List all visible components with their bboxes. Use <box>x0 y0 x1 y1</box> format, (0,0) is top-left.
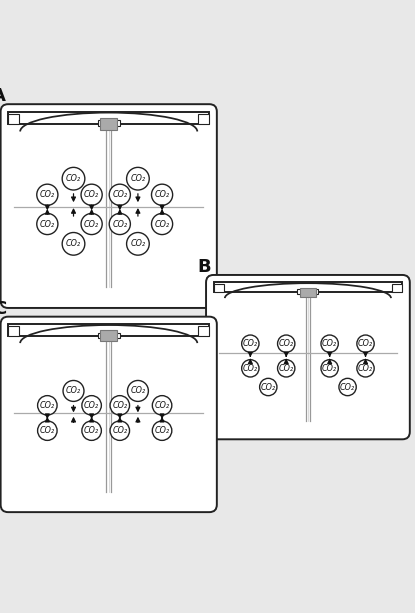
Circle shape <box>38 421 57 440</box>
Text: CO₂: CO₂ <box>40 219 55 229</box>
Text: CO₂: CO₂ <box>84 426 99 435</box>
Text: CO₂: CO₂ <box>112 219 127 229</box>
Circle shape <box>82 421 101 440</box>
Text: CO₂: CO₂ <box>130 174 146 183</box>
Text: CO₂: CO₂ <box>322 339 337 348</box>
Text: CO₂: CO₂ <box>112 190 127 199</box>
FancyBboxPatch shape <box>206 275 410 440</box>
Text: CO₂: CO₂ <box>130 239 146 248</box>
Circle shape <box>82 395 101 415</box>
Circle shape <box>81 213 102 235</box>
Bar <box>100 330 117 341</box>
Bar <box>198 114 209 124</box>
Circle shape <box>62 167 85 190</box>
Circle shape <box>357 360 374 377</box>
Bar <box>8 326 19 336</box>
Text: CO₂: CO₂ <box>358 339 373 348</box>
Circle shape <box>151 213 173 235</box>
Circle shape <box>110 395 129 415</box>
Text: CO₂: CO₂ <box>261 383 276 392</box>
Circle shape <box>242 335 259 352</box>
Circle shape <box>151 184 173 205</box>
Circle shape <box>38 395 57 415</box>
Circle shape <box>109 184 130 205</box>
Circle shape <box>152 421 172 440</box>
Text: CO₂: CO₂ <box>154 190 170 199</box>
FancyBboxPatch shape <box>1 317 217 512</box>
Bar <box>213 284 224 292</box>
Bar <box>198 326 209 336</box>
Circle shape <box>260 378 277 395</box>
Text: CO₂: CO₂ <box>278 339 294 348</box>
Circle shape <box>278 360 295 377</box>
Circle shape <box>127 232 149 255</box>
Circle shape <box>278 335 295 352</box>
Bar <box>392 284 403 292</box>
Circle shape <box>127 381 149 402</box>
Circle shape <box>321 335 338 352</box>
Circle shape <box>63 381 84 402</box>
Circle shape <box>81 184 102 205</box>
Text: CO₂: CO₂ <box>40 426 55 435</box>
Text: CO₂: CO₂ <box>66 239 81 248</box>
Bar <box>8 114 19 124</box>
Text: CO₂: CO₂ <box>66 386 81 395</box>
Bar <box>8 324 209 336</box>
Text: CO₂: CO₂ <box>154 219 170 229</box>
Text: CO₂: CO₂ <box>40 190 55 199</box>
Text: CO₂: CO₂ <box>340 383 355 392</box>
Circle shape <box>339 378 356 395</box>
Text: CO₂: CO₂ <box>112 426 127 435</box>
Text: CO₂: CO₂ <box>84 401 99 410</box>
Text: CO₂: CO₂ <box>154 401 170 410</box>
Text: CO₂: CO₂ <box>112 401 127 410</box>
Text: CO₂: CO₂ <box>358 364 373 373</box>
Circle shape <box>37 184 58 205</box>
Bar <box>100 118 117 130</box>
Text: CO₂: CO₂ <box>84 190 99 199</box>
FancyBboxPatch shape <box>1 104 217 308</box>
Circle shape <box>62 232 85 255</box>
Text: A: A <box>0 88 6 105</box>
Bar <box>300 287 316 297</box>
Text: CO₂: CO₂ <box>322 364 337 373</box>
Bar <box>98 120 120 126</box>
Circle shape <box>357 335 374 352</box>
Text: CO₂: CO₂ <box>243 364 258 373</box>
Circle shape <box>37 213 58 235</box>
Text: CO₂: CO₂ <box>278 364 294 373</box>
Circle shape <box>109 213 130 235</box>
Circle shape <box>242 360 259 377</box>
Bar <box>98 332 120 338</box>
Circle shape <box>110 421 129 440</box>
Text: B: B <box>198 258 211 276</box>
Bar <box>8 112 209 124</box>
Text: CO₂: CO₂ <box>130 386 146 395</box>
Text: CO₂: CO₂ <box>66 174 81 183</box>
Circle shape <box>152 395 172 415</box>
Text: C: C <box>0 300 6 318</box>
Text: CO₂: CO₂ <box>40 401 55 410</box>
Text: CO₂: CO₂ <box>243 339 258 348</box>
Text: CO₂: CO₂ <box>154 426 170 435</box>
Text: CO₂: CO₂ <box>84 219 99 229</box>
Circle shape <box>321 360 338 377</box>
Circle shape <box>127 167 149 190</box>
Bar <box>213 283 403 292</box>
Bar <box>298 289 318 294</box>
